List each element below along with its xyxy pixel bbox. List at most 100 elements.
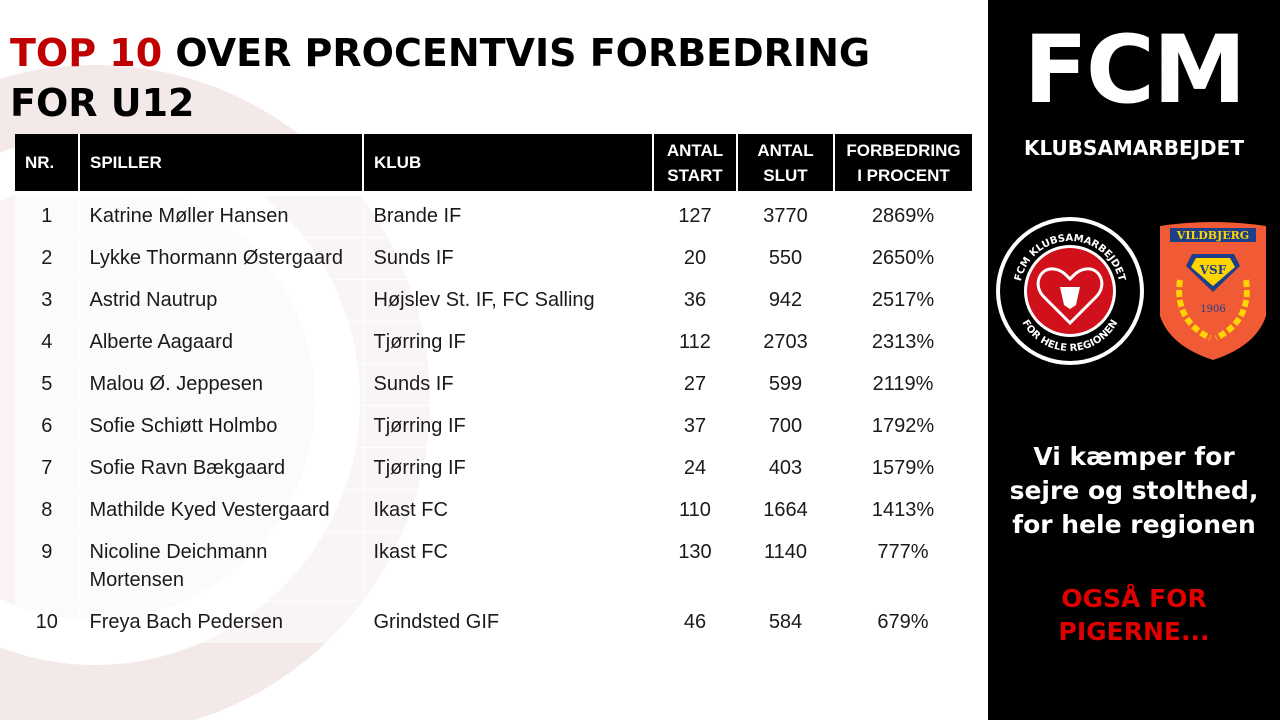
cell-klub: Brande IF bbox=[363, 191, 654, 238]
header-line: ANTAL bbox=[666, 140, 724, 160]
cell-forbedring: 1792% bbox=[834, 405, 973, 448]
table-row: 4 Alberte Aagaard Tjørring IF 112 2703 2313% bbox=[15, 321, 973, 364]
cell-antal-slut: 2703 bbox=[737, 321, 835, 364]
svg-text:VILDBJERG: VILDBJERG bbox=[1176, 229, 1249, 242]
cell-spiller: Lykke Thormann Østergaard bbox=[79, 237, 364, 280]
header-spiller: SPILLER bbox=[79, 134, 364, 194]
header-klub: KLUB bbox=[363, 134, 654, 194]
cell-forbedring: 2869% bbox=[834, 191, 973, 238]
cell-klub: Højslev St. IF, FC Salling bbox=[363, 279, 654, 322]
cell-forbedring: 2313% bbox=[834, 321, 973, 364]
cell-antal-start: 37 bbox=[653, 405, 738, 448]
cell-antal-slut: 403 bbox=[737, 447, 835, 490]
cell-klub: Sunds IF bbox=[363, 363, 654, 406]
cell-klub: Ikast FC bbox=[363, 531, 654, 602]
vildbjerg-badge: VILDBJERG VSF 1906 bbox=[1160, 222, 1266, 360]
cell-antal-start: 130 bbox=[653, 531, 738, 602]
cell-nr: 1 bbox=[15, 191, 80, 238]
cell-antal-slut: 550 bbox=[737, 237, 835, 280]
cell-forbedring: 2119% bbox=[834, 363, 973, 406]
cell-antal-slut: 584 bbox=[737, 601, 835, 643]
cell-nr: 10 bbox=[15, 601, 80, 643]
svg-text:1906: 1906 bbox=[1200, 304, 1225, 315]
cell-antal-start: 20 bbox=[653, 237, 738, 280]
sidebar: FCM KLUBSAMARBEJDET FCM KLUBSAMARBEJDET … bbox=[988, 0, 1280, 720]
cell-nr: 6 bbox=[15, 405, 80, 448]
cell-antal-start: 127 bbox=[653, 191, 738, 238]
cell-klub: Tjørring IF bbox=[363, 447, 654, 490]
cell-forbedring: 2650% bbox=[834, 237, 973, 280]
cell-forbedring: 1579% bbox=[834, 447, 973, 490]
cell-antal-slut: 3770 bbox=[737, 191, 835, 238]
table-row: 6 Sofie Schiøtt Holmbo Tjørring IF 37 700 179… bbox=[15, 405, 973, 448]
header-forbedring: FORBEDRING I PROCENT bbox=[834, 134, 972, 194]
cell-klub: Grindsted GIF bbox=[363, 601, 654, 643]
cell-klub: Tjørring IF bbox=[363, 405, 654, 448]
cell-antal-start: 110 bbox=[653, 489, 738, 532]
table-row: 8 Mathilde Kyed Vestergaard Ikast FC 110 166… bbox=[15, 489, 973, 532]
header-line: START bbox=[667, 165, 723, 185]
cell-klub: Sunds IF bbox=[363, 237, 654, 280]
header-line: SLUT bbox=[763, 165, 808, 185]
cell-antal-slut: 942 bbox=[737, 279, 835, 322]
cell-nr: 4 bbox=[15, 321, 80, 364]
cell-antal-slut: 700 bbox=[737, 405, 835, 448]
cell-spiller: Sofie Schiøtt Holmbo bbox=[79, 405, 364, 448]
header-nr: NR. bbox=[15, 134, 80, 194]
table-row: 1 Katrine Møller Hansen Brande IF 127 3770 28… bbox=[15, 191, 973, 238]
cell-forbedring: 777% bbox=[834, 531, 973, 602]
cell-klub: Ikast FC bbox=[363, 489, 654, 532]
cell-antal-start: 112 bbox=[653, 321, 738, 364]
cell-forbedring: 1413% bbox=[834, 489, 973, 532]
cell-antal-slut: 1140 bbox=[737, 531, 835, 602]
cell-spiller: Katrine Møller Hansen bbox=[79, 191, 364, 238]
ranking-table: NR. SPILLER KLUB ANTAL START ANTAL SLUT FO… bbox=[15, 134, 973, 643]
table-row: 9 Nicoline Deichmann Mortensen Ikast FC 130… bbox=[15, 531, 973, 602]
slogan-line: Vi kæmper for bbox=[1033, 442, 1235, 471]
svg-text:VSF: VSF bbox=[1199, 263, 1227, 277]
cell-spiller: Mathilde Kyed Vestergaard bbox=[79, 489, 364, 532]
header-line: ANTAL bbox=[757, 140, 814, 160]
table-row: 7 Sofie Ravn Bækgaard Tjørring IF 24 403 1579… bbox=[15, 447, 973, 490]
slogan-line: for hele regionen bbox=[1012, 510, 1256, 539]
brand-logo-text: FCM bbox=[1023, 16, 1247, 125]
cell-spiller: Sofie Ravn Bækgaard bbox=[79, 447, 364, 490]
cell-spiller: Nicoline Deichmann Mortensen bbox=[79, 531, 364, 602]
cell-forbedring: 679% bbox=[834, 601, 973, 643]
header-antal-slut: ANTAL SLUT bbox=[737, 134, 835, 194]
cell-forbedring: 2517% bbox=[834, 279, 973, 322]
page-title: TOP 10 OVER PROCENTVIS FORBEDRING FOR U1… bbox=[10, 28, 970, 128]
cell-spiller: Malou Ø. Jeppesen bbox=[79, 363, 364, 406]
header-line: FORBEDRING bbox=[846, 140, 961, 160]
table-row: 10 Freya Bach Pedersen Grindsted GIF 46 584 6… bbox=[15, 601, 973, 643]
girls-callout: OGSÅ FOR PIGERNE... bbox=[988, 582, 1280, 648]
cell-klub: Tjørring IF bbox=[363, 321, 654, 364]
cell-nr: 3 bbox=[15, 279, 80, 322]
fcm-klubsamarbejdet-badge: FCM KLUBSAMARBEJDET FOR HELE REGIONEN bbox=[996, 217, 1144, 365]
cell-antal-slut: 1664 bbox=[737, 489, 835, 532]
cell-antal-start: 36 bbox=[653, 279, 738, 322]
table-row: 5 Malou Ø. Jeppesen Sunds IF 27 599 2119% bbox=[15, 363, 973, 406]
table-header-row: NR. SPILLER KLUB ANTAL START ANTAL SLUT FO… bbox=[15, 134, 972, 194]
callout-line: PIGERNE... bbox=[1058, 617, 1210, 646]
slogan: Vi kæmper for sejre og stolthed, for hel… bbox=[988, 440, 1280, 542]
slogan-line: sejre og stolthed, bbox=[1009, 476, 1259, 505]
cell-spiller: Alberte Aagaard bbox=[79, 321, 364, 364]
cell-nr: 9 bbox=[15, 531, 80, 602]
cell-antal-start: 46 bbox=[653, 601, 738, 643]
slide-content: TOP 10 OVER PROCENTVIS FORBEDRING FOR U1… bbox=[0, 28, 973, 720]
cell-spiller: Astrid Nautrup bbox=[79, 279, 364, 322]
header-line: I PROCENT bbox=[857, 165, 950, 185]
table-row: 3 Astrid Nautrup Højslev St. IF, FC Sallin… bbox=[15, 279, 973, 322]
cell-antal-slut: 599 bbox=[737, 363, 835, 406]
cell-antal-start: 27 bbox=[653, 363, 738, 406]
cell-nr: 8 bbox=[15, 489, 80, 532]
cell-antal-start: 24 bbox=[653, 447, 738, 490]
cell-nr: 5 bbox=[15, 363, 80, 406]
table-row: 2 Lykke Thormann Østergaard Sunds IF 20 550 2… bbox=[15, 237, 973, 280]
cell-nr: 2 bbox=[15, 237, 80, 280]
title-highlight: TOP 10 bbox=[10, 31, 163, 75]
sidebar-subtitle: KLUBSAMARBEJDET bbox=[1024, 136, 1244, 160]
cell-nr: 7 bbox=[15, 447, 80, 490]
callout-line: OGSÅ FOR bbox=[1061, 584, 1207, 613]
